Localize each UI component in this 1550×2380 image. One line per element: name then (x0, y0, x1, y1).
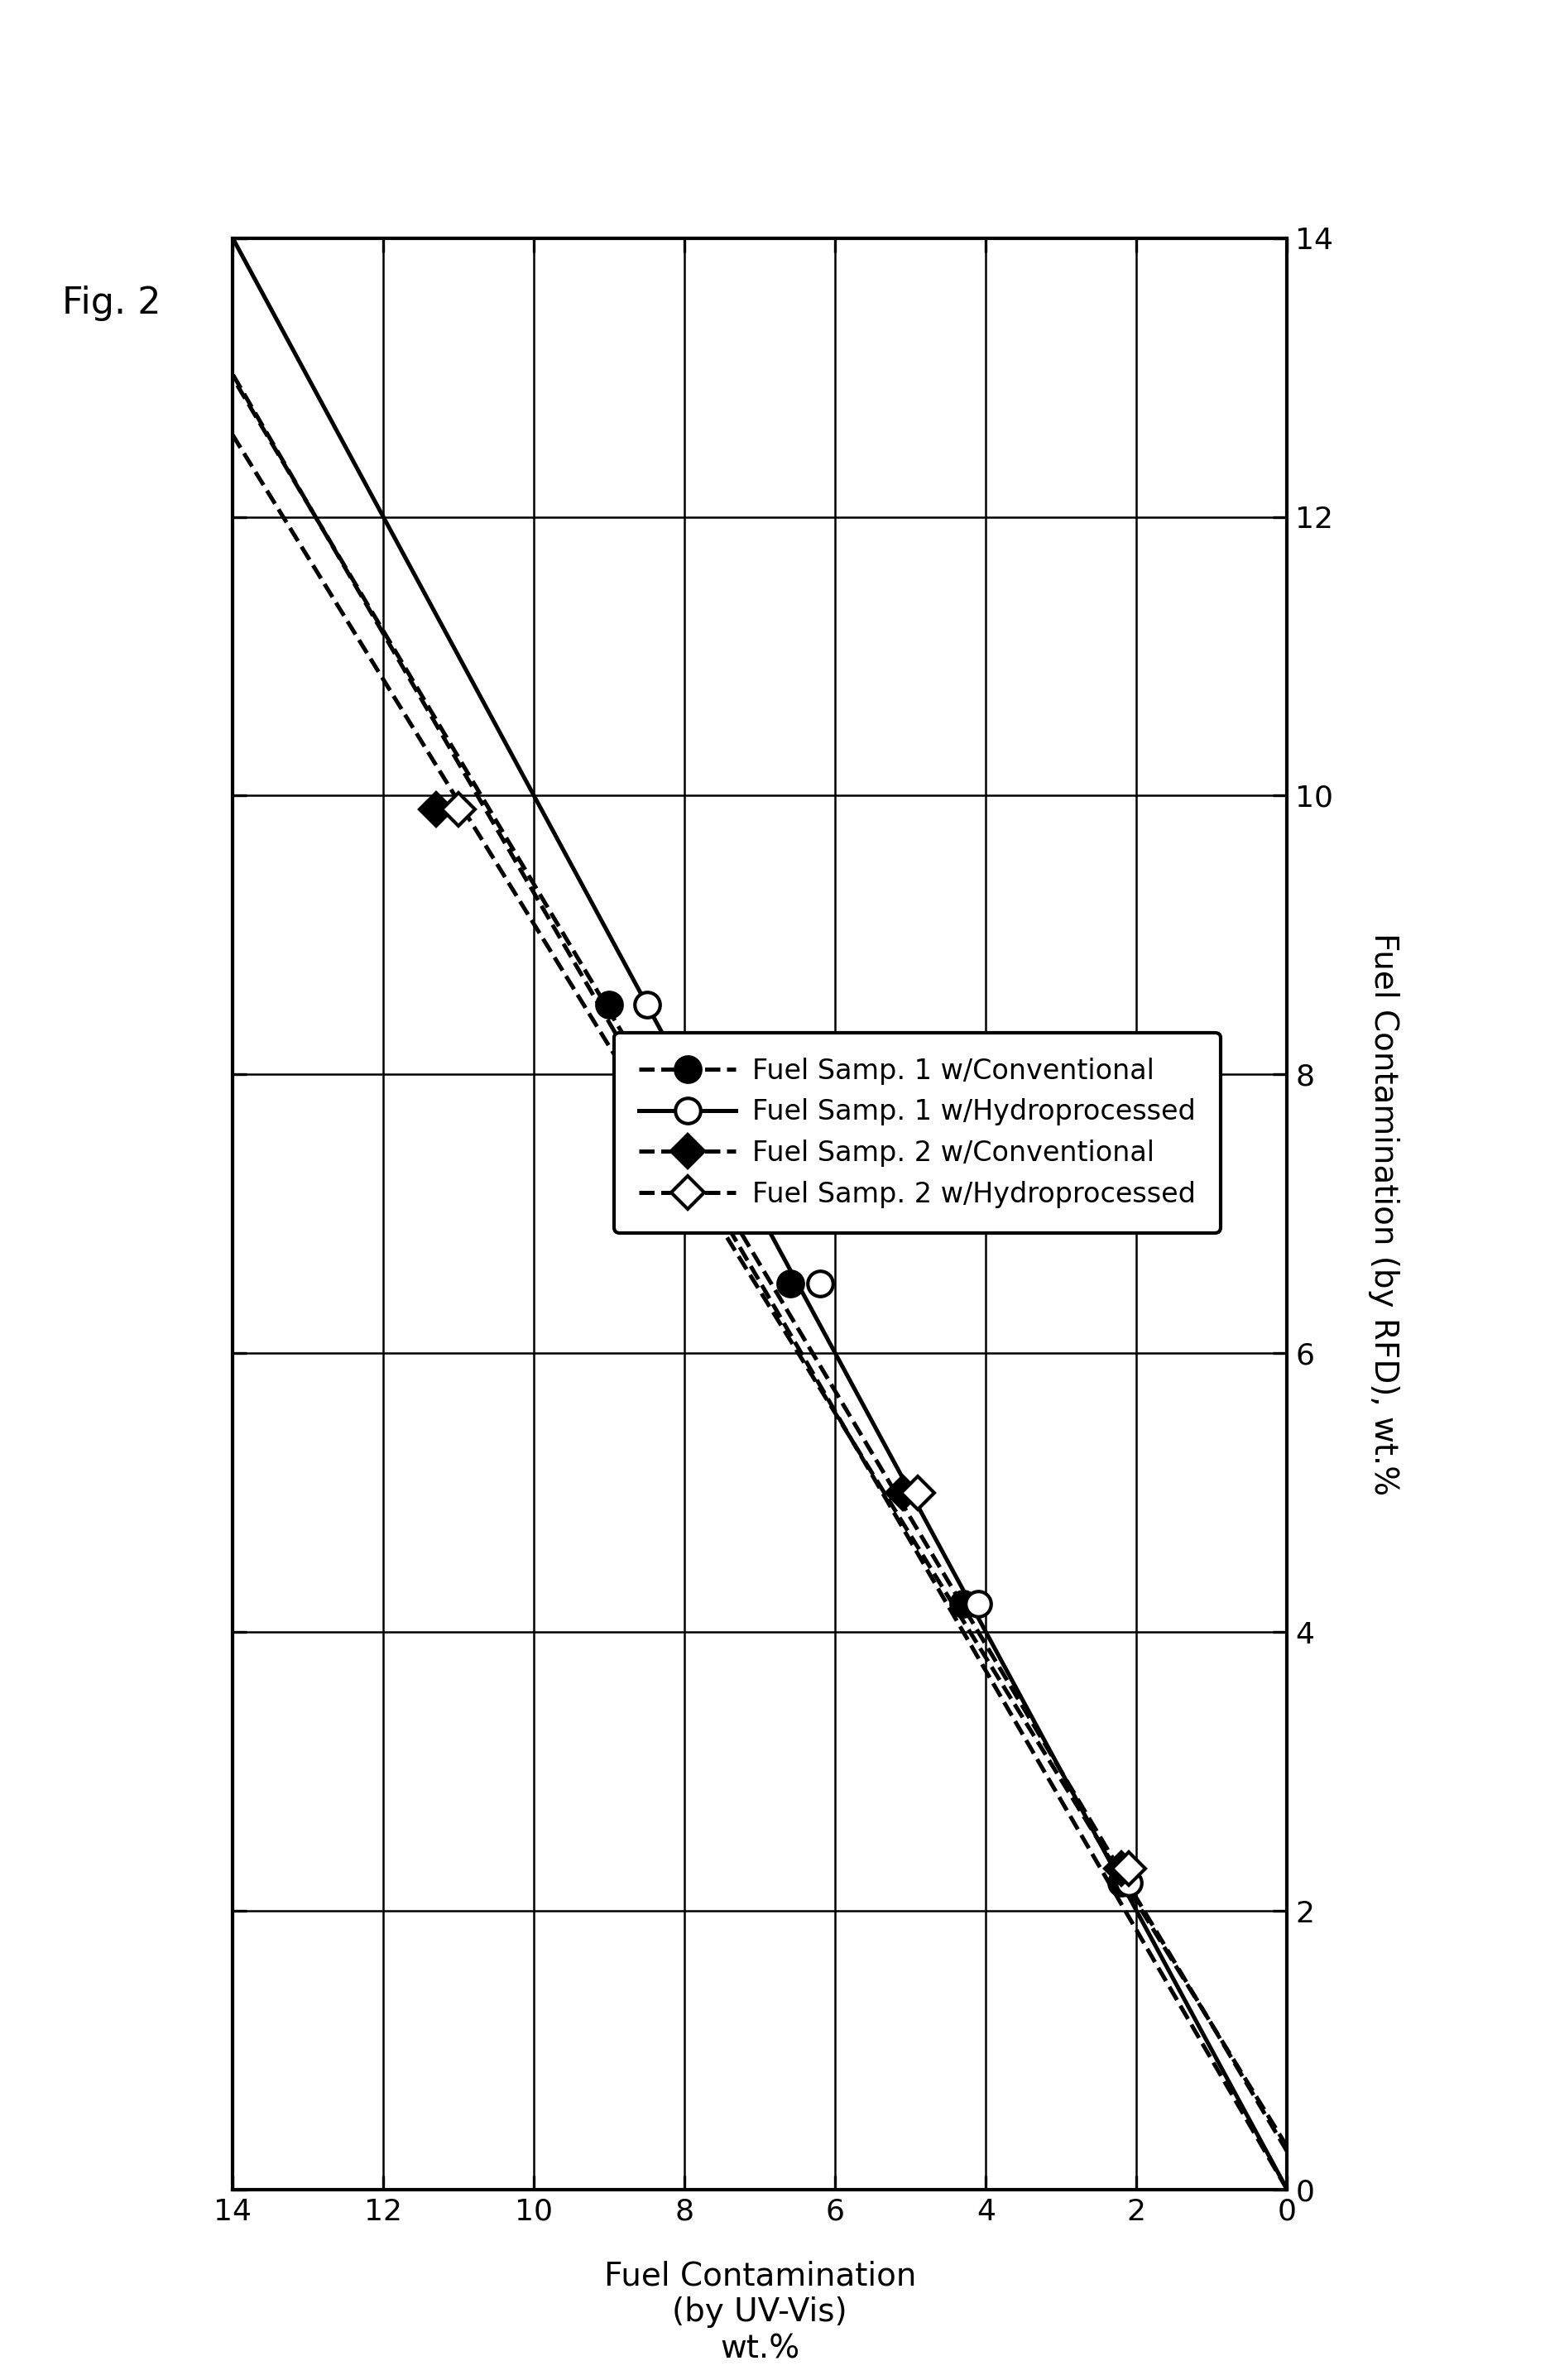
Legend: Fuel Samp. 1 w/Conventional, Fuel Samp. 1 w/Hydroprocessed, Fuel Samp. 2 w/Conve: Fuel Samp. 1 w/Conventional, Fuel Samp. … (614, 1033, 1220, 1233)
Y-axis label: Fuel Contamination (by RFD), wt.%: Fuel Contamination (by RFD), wt.% (1367, 933, 1398, 1495)
Text: Fig. 2: Fig. 2 (62, 286, 161, 321)
X-axis label: Fuel Contamination
(by UV-Vis)
wt.%: Fuel Contamination (by UV-Vis) wt.% (603, 2261, 916, 2366)
